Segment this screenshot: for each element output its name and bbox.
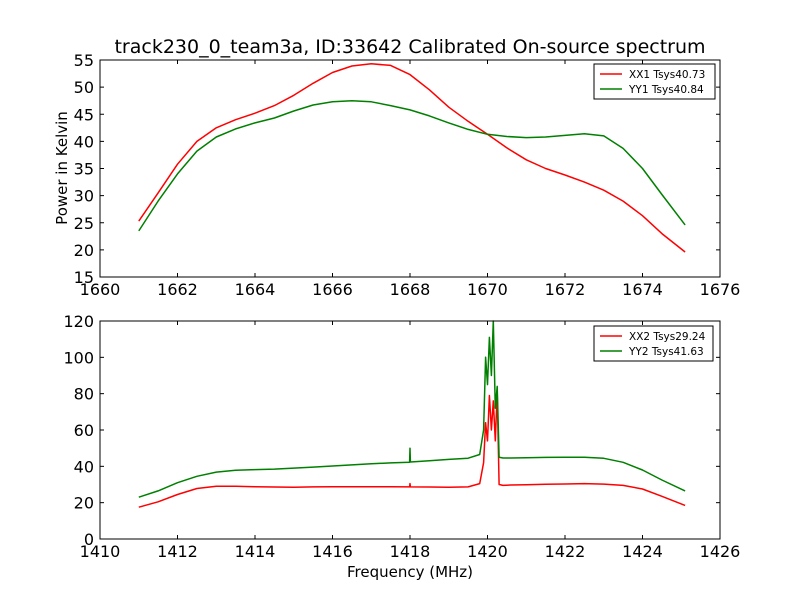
series-line-xx bbox=[138, 63, 686, 253]
x-tick-label: 1676 bbox=[700, 280, 741, 299]
y-tick-label: 100 bbox=[63, 348, 94, 367]
y-tick-label: 15 bbox=[74, 268, 94, 287]
x-tick-label: 1666 bbox=[312, 280, 353, 299]
x-axis-label: Frequency (MHz) bbox=[347, 563, 473, 581]
y-tick-label: 40 bbox=[74, 457, 94, 476]
x-tick-label: 1674 bbox=[622, 280, 663, 299]
legend-label: YY2 Tsys41.63 bbox=[628, 346, 704, 358]
y-tick-label: 20 bbox=[74, 494, 94, 513]
series-line-xx bbox=[138, 391, 686, 508]
y-axis-label: Power in Kelvin bbox=[53, 111, 71, 225]
top-panel: 1660 1662 1664 1666 1668 1670 1672 1674 1676 15 20… bbox=[74, 51, 741, 299]
y-tick-label: 50 bbox=[74, 78, 94, 97]
x-tick-label: 1422 bbox=[545, 542, 586, 561]
legend-label: XX1 Tsys40.73 bbox=[629, 69, 705, 81]
x-tick-label: 1410 bbox=[80, 542, 121, 561]
y-tick-label: 55 bbox=[74, 51, 94, 70]
y-tick-label: 0 bbox=[84, 530, 94, 549]
x-tick-label: 1664 bbox=[235, 280, 276, 299]
x-tick-label: 1670 bbox=[467, 280, 508, 299]
x-tick-label: 1672 bbox=[545, 280, 586, 299]
x-tick-label: 1412 bbox=[157, 542, 198, 561]
x-tick-label: 1662 bbox=[157, 280, 198, 299]
y-tick-label: 25 bbox=[74, 214, 94, 233]
figure-title: track230_0_team3a, ID:33642 Calibrated O… bbox=[114, 36, 705, 58]
x-tick-label: 1426 bbox=[700, 542, 741, 561]
x-tick-label: 1420 bbox=[467, 542, 508, 561]
y-tick-label: 20 bbox=[74, 241, 94, 260]
y-tick-label: 120 bbox=[63, 312, 94, 331]
y-tick-label: 80 bbox=[74, 385, 94, 404]
y-tick-label: 40 bbox=[74, 132, 94, 151]
y-tick-label: 60 bbox=[74, 421, 94, 440]
legend-label: XX2 Tsys29.24 bbox=[629, 331, 706, 343]
x-tick-label: 1418 bbox=[390, 542, 431, 561]
legend-box bbox=[593, 325, 714, 362]
x-tick-label: 1416 bbox=[312, 542, 353, 561]
series-line-yy bbox=[138, 99, 686, 232]
bottom-panel: 1410 1412 1414 1416 1418 1420 1422 1424 1426 0 20 4… bbox=[63, 312, 740, 561]
legend-box bbox=[593, 63, 716, 100]
x-tick-label: 1414 bbox=[235, 542, 276, 561]
y-tick-label: 45 bbox=[74, 105, 94, 124]
y-tick-label: 35 bbox=[74, 160, 94, 179]
series-line-yy bbox=[138, 320, 686, 498]
y-tick-label: 30 bbox=[74, 187, 94, 206]
legend-label: YY1 Tsys40.84 bbox=[628, 84, 704, 96]
x-tick-label: 1424 bbox=[622, 542, 663, 561]
x-tick-label: 1660 bbox=[80, 280, 121, 299]
x-tick-label: 1668 bbox=[390, 280, 431, 299]
